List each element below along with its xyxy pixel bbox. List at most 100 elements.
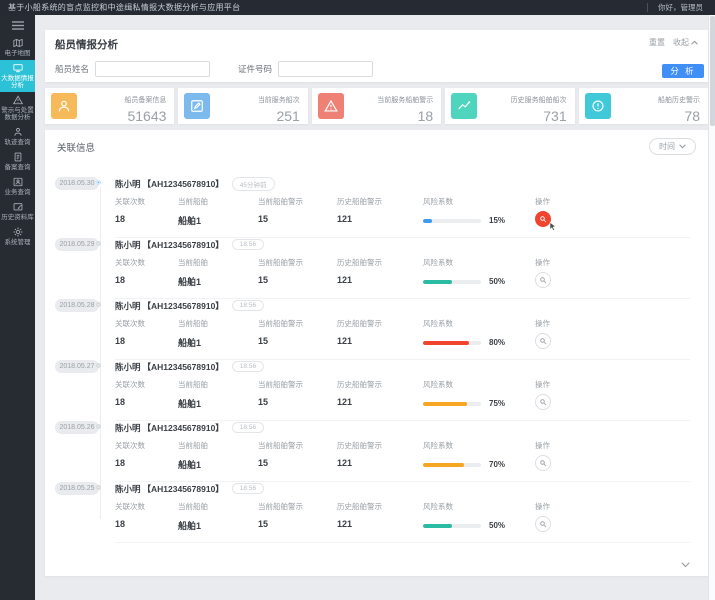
alert-circle-icon bbox=[584, 93, 611, 119]
person-id: 【AH12345678910】 bbox=[142, 483, 224, 494]
stat-value: 18 bbox=[115, 275, 126, 285]
sidebar-item-system-settings[interactable]: 系统管理 bbox=[0, 224, 35, 249]
stat-cards-row: 船员备案信息 51643 当前服务船次 251 当前服务船舶警示 18 bbox=[45, 88, 709, 124]
stat-value: 121 bbox=[337, 458, 353, 468]
analyze-button[interactable]: 分 析 bbox=[662, 64, 704, 78]
search-action-button[interactable] bbox=[535, 333, 551, 349]
stat-label: 关联次数 bbox=[115, 258, 145, 267]
hamburger-icon bbox=[11, 20, 24, 30]
gear-icon bbox=[13, 227, 23, 237]
person-id: 【AH12345678910】 bbox=[142, 300, 224, 311]
sidebar-item-bigdata-analysis[interactable]: 大数据情报分析 bbox=[0, 60, 35, 92]
stat-label: 历史船舶警示 bbox=[337, 502, 382, 511]
time-badge: 18:56 bbox=[231, 483, 265, 494]
person-name[interactable]: 陈小明 bbox=[115, 422, 141, 433]
stat-value: 18 bbox=[115, 458, 126, 468]
search-action-button[interactable] bbox=[535, 272, 551, 288]
search-action-button[interactable] bbox=[535, 211, 551, 227]
sidebar-item-history-archive[interactable]: 历史资料库 bbox=[0, 199, 35, 224]
person-card-icon bbox=[13, 177, 23, 187]
archive-icon bbox=[13, 202, 23, 212]
stat-label: 当前船舶警示 bbox=[258, 441, 303, 450]
collapse-button[interactable]: 收起 bbox=[673, 37, 698, 48]
reset-button[interactable]: 重置 bbox=[649, 38, 665, 47]
person-name[interactable]: 陈小明 bbox=[115, 300, 141, 311]
timeline-dot bbox=[96, 423, 101, 429]
stat-value: 15 bbox=[258, 214, 269, 224]
risk-percent: 80% bbox=[489, 338, 506, 347]
id-number-label: 证件号码 bbox=[238, 64, 273, 74]
stat-label: 当前船舶警示 bbox=[258, 258, 303, 267]
stat-label: 当前船舶 bbox=[178, 319, 208, 328]
stat-value: 船舶1 bbox=[178, 338, 202, 348]
date-pill: 2018.05.29 bbox=[55, 238, 99, 251]
app-title: 基于小船系统的盲点监控和中途缉私情报大数据分析与应用平台 bbox=[8, 3, 241, 12]
sidebar-item-record-query[interactable]: 备案查询 bbox=[0, 149, 35, 174]
sidebar-item-track-query[interactable]: 轨迹查询 bbox=[0, 124, 35, 149]
time-filter-dropdown[interactable]: 时间 bbox=[649, 138, 696, 155]
action-label: 操作 bbox=[535, 258, 550, 267]
search-action-button[interactable] bbox=[535, 394, 551, 410]
crew-intel-search-panel: 船员情报分析 重置 收起 船员姓名 证件号码 分 析 bbox=[45, 30, 708, 82]
id-number-input[interactable] bbox=[278, 61, 374, 77]
person-icon bbox=[13, 127, 23, 137]
time-filter-label: 时间 bbox=[659, 142, 675, 151]
time-badge: 18:56 bbox=[231, 239, 265, 250]
stat-value: 船舶1 bbox=[178, 460, 202, 470]
person-name[interactable]: 陈小明 bbox=[115, 178, 141, 189]
date-pill: 2018.05.25 bbox=[55, 482, 99, 495]
timeline-dot bbox=[96, 179, 101, 185]
scrollbar-thumb[interactable] bbox=[709, 16, 715, 126]
risk-progress-bar bbox=[423, 462, 481, 467]
sidebar-item-map[interactable]: 电子地图 bbox=[0, 35, 35, 60]
user-icon bbox=[51, 93, 77, 119]
stat-label: 当前船舶 bbox=[178, 441, 208, 450]
window-scrollbar[interactable] bbox=[708, 15, 715, 600]
user-greeting[interactable]: 你好，管理员 bbox=[658, 3, 703, 12]
timeline-entry: 2018.05.27 陈小明 【AH12345678910】 18:56 关联次… bbox=[45, 360, 708, 421]
stat-label: 关联次数 bbox=[115, 502, 145, 511]
stat-value: 18 bbox=[115, 519, 126, 529]
risk-label: 风险系数 bbox=[423, 502, 453, 511]
time-badge: 18:56 bbox=[231, 361, 265, 372]
divider bbox=[115, 298, 690, 299]
stat-card-value: 731 bbox=[543, 107, 567, 124]
sidebar-item-label: 系统管理 bbox=[4, 239, 31, 246]
risk-percent: 75% bbox=[489, 399, 506, 408]
time-badge: 45分钟前 bbox=[231, 176, 275, 191]
risk-label: 风险系数 bbox=[423, 319, 453, 328]
stat-card-value: 251 bbox=[276, 107, 300, 124]
collapse-label: 收起 bbox=[673, 38, 689, 47]
time-badge: 18:56 bbox=[231, 422, 265, 433]
stat-card-label: 船员备案信息 bbox=[124, 96, 167, 104]
sidebar-item-business-query[interactable]: 业务查询 bbox=[0, 174, 35, 199]
crew-name-input[interactable] bbox=[95, 61, 211, 77]
action-label: 操作 bbox=[535, 197, 550, 206]
sidebar-item-label: 警示与处置数据分析 bbox=[1, 107, 34, 121]
stat-card-label: 当前服务船舶警示 bbox=[377, 96, 434, 104]
stat-label: 历史船舶警示 bbox=[337, 258, 382, 267]
sidebar-item-alert-disposal[interactable]: 警示与处置数据分析 bbox=[0, 92, 35, 124]
divider bbox=[115, 481, 690, 482]
divider bbox=[115, 420, 690, 421]
person-name[interactable]: 陈小明 bbox=[115, 361, 141, 372]
sidebar: 电子地图 大数据情报分析 警示与处置数据分析 轨迹查询 备案查询 业务查询 bbox=[0, 15, 35, 600]
timeline-entry: 2018.05.26 陈小明 【AH12345678910】 18:56 关联次… bbox=[45, 421, 708, 482]
related-info-panel: 关联信息 时间 2018.05.30 陈小明 【AH12345678910】 4… bbox=[45, 130, 708, 576]
search-action-button[interactable] bbox=[535, 455, 551, 471]
search-action-button[interactable] bbox=[535, 516, 551, 532]
menu-toggle-button[interactable] bbox=[0, 15, 35, 35]
person-name[interactable]: 陈小明 bbox=[115, 483, 141, 494]
stat-label: 当前船舶 bbox=[178, 197, 208, 206]
main-content: 船员情报分析 重置 收起 船员姓名 证件号码 分 析 船员备案信息 bbox=[35, 15, 709, 600]
stat-label: 当前船舶 bbox=[178, 380, 208, 389]
action-label: 操作 bbox=[535, 380, 550, 389]
magnifier-icon bbox=[539, 398, 547, 406]
risk-progress-bar bbox=[423, 523, 481, 528]
person-name[interactable]: 陈小明 bbox=[115, 239, 141, 250]
risk-percent: 50% bbox=[489, 277, 506, 286]
time-badge: 18:56 bbox=[231, 300, 265, 311]
expand-more-button[interactable] bbox=[681, 562, 690, 568]
person-id: 【AH12345678910】 bbox=[142, 178, 224, 189]
stat-value: 船舶1 bbox=[178, 216, 202, 226]
